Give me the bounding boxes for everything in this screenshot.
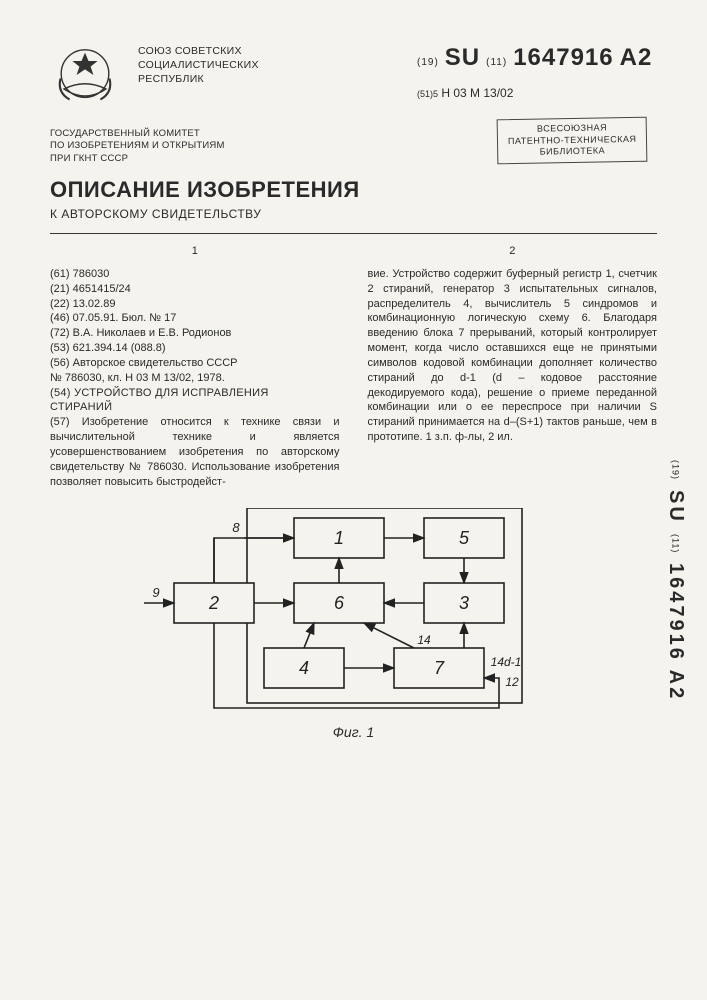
committee: ГОСУДАРСТВЕННЫЙ КОМИТЕТ ПО ИЗОБРЕТЕНИЯМ … xyxy=(50,128,360,165)
svg-text:4: 4 xyxy=(298,658,308,678)
code-number: 1647916 xyxy=(513,44,613,72)
svg-text:14: 14 xyxy=(417,633,431,647)
abstract-text: вие. Устройство содержит буферный регист… xyxy=(368,267,658,445)
biblio-line: (46) 07.05.91. Бюл. № 17 xyxy=(50,311,340,326)
svg-text:2: 2 xyxy=(207,593,218,613)
document-title: ОПИСАНИЕ ИЗОБРЕТЕНИЯ xyxy=(50,177,360,203)
biblio-line: (56) Авторское свидетельство СССР xyxy=(50,356,340,371)
document-code: (19) SU (11) 1647916 A2 (51)5 H 03 M 13/… xyxy=(417,40,657,100)
invention-title: (54) УСТРОЙСТВО ДЛЯ ИСПРАВЛЕНИЯ xyxy=(50,386,340,401)
column-number: 2 xyxy=(368,244,658,259)
side-document-code: (19) SU (11) 1647916 A2 xyxy=(664,460,687,701)
svg-text:3: 3 xyxy=(458,593,468,613)
svg-text:6: 6 xyxy=(333,593,344,613)
divider xyxy=(50,233,657,234)
biblio-line: (61) 786030 xyxy=(50,267,340,282)
biblio-line: (72) В.А. Николаев и Е.В. Родионов xyxy=(50,326,340,341)
figure-caption: Фиг. 1 xyxy=(50,724,657,740)
svg-text:9: 9 xyxy=(152,585,159,600)
document-subtitle: К АВТОРСКОМУ СВИДЕТЕЛЬСТВУ xyxy=(50,207,360,221)
column-2: 2 вие. Устройство содержит буферный реги… xyxy=(368,244,658,490)
abstract-columns: 1 (61) 786030 (21) 4651415/24 (22) 13.02… xyxy=(50,244,657,490)
biblio-line: (22) 13.02.89 xyxy=(50,297,340,312)
code-kind: A2 xyxy=(620,44,653,72)
org-line: РЕСПУБЛИК xyxy=(138,72,417,86)
biblio-line: (21) 4651415/24 xyxy=(50,282,340,297)
svg-text:12: 12 xyxy=(505,675,519,689)
header: СОЮЗ СОВЕТСКИХ СОЦИАЛИСТИЧЕСКИХ РЕСПУБЛИ… xyxy=(50,40,657,110)
code-prefix: (19) xyxy=(417,57,439,68)
column-1: 1 (61) 786030 (21) 4651415/24 (22) 13.02… xyxy=(50,244,340,490)
state-emblem-icon xyxy=(50,40,120,110)
svg-text:8: 8 xyxy=(232,520,240,535)
block-diagram: 1 5 2 6 3 4 7 8 9 12 14 14d-1 xyxy=(50,508,657,718)
svg-text:1: 1 xyxy=(333,528,343,548)
org-line: СОЦИАЛИСТИЧЕСКИХ xyxy=(138,58,417,72)
biblio-line: (53) 621.394.14 (088.8) xyxy=(50,341,340,356)
abstract-text: (57) Изобретение относится к технике свя… xyxy=(50,415,340,489)
biblio-line: № 786030, кл. H 03 M 13/02, 1978. xyxy=(50,371,340,386)
svg-text:5: 5 xyxy=(458,528,469,548)
code-mid: (11) xyxy=(486,57,507,68)
ipc-code: (51)5 H 03 M 13/02 xyxy=(417,86,657,100)
org-line: СОЮЗ СОВЕТСКИХ xyxy=(138,44,417,58)
svg-text:14d-1: 14d-1 xyxy=(490,655,521,669)
code-country: SU xyxy=(445,44,480,72)
svg-text:7: 7 xyxy=(433,658,444,678)
invention-title: СТИРАНИЙ xyxy=(50,400,340,415)
issuing-org: СОЮЗ СОВЕТСКИХ СОЦИАЛИСТИЧЕСКИХ РЕСПУБЛИ… xyxy=(138,40,417,87)
library-stamp: ВСЕСОЮЗНАЯ ПАТЕНТНО-ТЕХНИЧЕСКАЯ БИБЛИОТЕ… xyxy=(496,117,647,165)
column-number: 1 xyxy=(50,244,340,259)
